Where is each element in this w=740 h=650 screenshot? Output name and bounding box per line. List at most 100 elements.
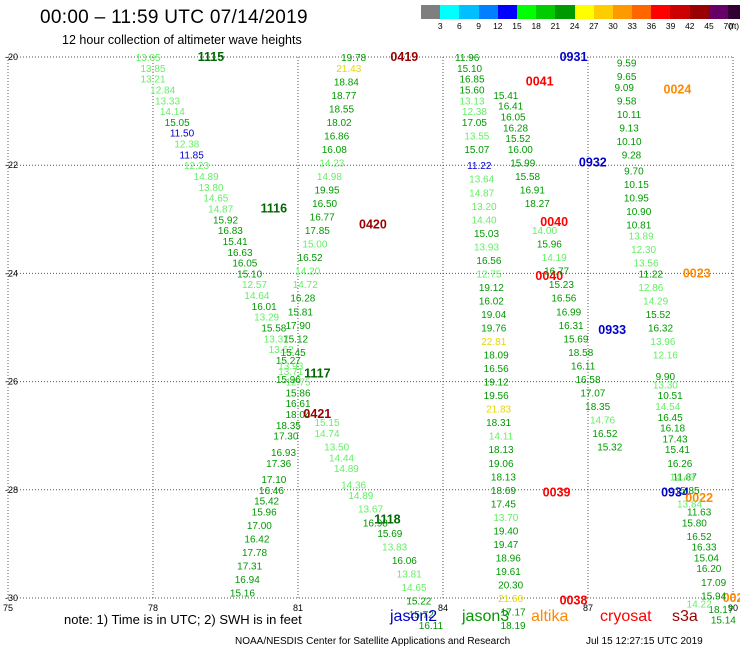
wave-height-label: 14.36 [341, 480, 366, 491]
grid-lines [7, 56, 734, 599]
wave-height-label: 18.04 [285, 410, 310, 421]
pass-id-label: 0024 [664, 82, 692, 96]
wave-height-label: 14.65 [401, 583, 426, 594]
wave-height-label: 13.89 [629, 232, 654, 243]
wave-height-label: 19.56 [484, 391, 509, 402]
wave-height-label: 15.10 [457, 64, 482, 75]
chart-title: 00:00 – 11:59 UTC 07/14/2019 [40, 7, 308, 28]
wave-height-label: 11.22 [639, 269, 664, 280]
color-scale-tick: (ft) [728, 21, 740, 31]
pass-id-label: 0023 [683, 266, 711, 280]
wave-height-label: 16.46 [259, 486, 284, 497]
wave-height-label: 16.02 [479, 296, 504, 307]
wave-height-label: 15.96 [276, 375, 301, 386]
wave-height-label: 11.85 [180, 150, 205, 161]
wave-height-label: 13.80 [198, 183, 223, 194]
wave-height-label: 15.12 [283, 334, 308, 345]
wave-height-label: 15.58 [261, 324, 286, 335]
x-tick-label: 84 [438, 603, 448, 613]
pass-id-label: 0040 [535, 269, 563, 283]
wave-height-label: 16.28 [503, 123, 528, 134]
color-scale-tick: 30 [608, 21, 618, 31]
wave-height-label: 15.45 [281, 348, 306, 359]
wave-height-label: 18.58 [568, 348, 593, 359]
wave-height-label: 13.55 [464, 131, 489, 142]
wave-height-label: 16.45 [658, 413, 683, 424]
wave-height-label: 13.29 [254, 313, 279, 324]
wave-height-label: 15.85 [675, 486, 700, 497]
wave-height-label: 13.84 [677, 499, 702, 510]
wave-height-label: 16.42 [244, 534, 269, 545]
wave-height-label: 16.11 [571, 361, 596, 372]
wave-height-label: 16.56 [476, 256, 501, 267]
color-swatch [478, 5, 498, 19]
wave-height-label: 15.27 [276, 356, 301, 367]
wave-height-label: 15.22 [406, 597, 431, 608]
wave-height-label: 10.81 [626, 221, 651, 232]
pass-id-label: 0934 [661, 486, 689, 500]
wave-height-label: 18.77 [331, 91, 356, 102]
wave-height-label: 15.96 [252, 507, 277, 518]
pass-id-label: 0421 [303, 407, 331, 421]
wave-height-label: 16.05 [501, 113, 526, 124]
wave-height-label: 16.91 [520, 186, 545, 197]
pass-id-label: 0022 [685, 491, 713, 505]
wave-height-label: 20.30 [498, 580, 523, 591]
wave-height-label: 18.09 [484, 351, 509, 362]
wave-height-label: 17.30 [273, 432, 298, 443]
y-tick-label: -30 [5, 593, 18, 603]
wave-height-label: 12.84 [150, 85, 175, 96]
wave-height-label: 13.67 [358, 505, 383, 516]
color-swatch [708, 5, 728, 19]
wave-height-label: 17.36 [266, 459, 291, 470]
wave-height-label: 9.65 [617, 72, 637, 83]
wave-height-label: 15.23 [549, 280, 574, 291]
wave-height-label: 13.93 [474, 242, 499, 253]
wave-height-label: 18.96 [496, 553, 521, 564]
color-scale-bar [421, 5, 740, 19]
wave-height-label: 12.23 [184, 161, 209, 172]
color-swatch [574, 5, 594, 19]
wave-height-label: 16.18 [660, 424, 685, 435]
wave-height-label: 11.96 [455, 53, 480, 64]
y-tick-label: -26 [5, 377, 18, 387]
wave-height-label: 16.93 [271, 448, 296, 459]
wave-height-label: 9.58 [617, 96, 637, 107]
wave-height-label: 15.69 [563, 334, 588, 345]
wave-height-label: 16.56 [484, 364, 509, 375]
color-swatch [536, 5, 556, 19]
wave-height-label: 15.15 [314, 418, 339, 429]
wave-height-label: 9.70 [624, 167, 644, 178]
color-scale-tick: 70 [723, 21, 733, 31]
wave-height-label: 19.61 [496, 567, 521, 578]
wave-height-label: 18.27 [525, 199, 550, 210]
wave-height-label: 13.21 [140, 75, 165, 86]
color-swatch [689, 5, 709, 19]
wave-height-label: 15.04 [694, 553, 719, 564]
wave-height-label: 11.87 [673, 472, 698, 483]
wave-height-label: 14.29 [643, 296, 668, 307]
wave-height-label: 14.22 [687, 599, 712, 610]
x-tick-label: 81 [293, 603, 303, 613]
wave-height-label: 14.54 [655, 402, 680, 413]
wave-height-label: 16.77 [310, 213, 335, 224]
pass-id-label: 0038 [560, 594, 588, 608]
wave-height-label: 16.31 [559, 321, 584, 332]
pass-id-label: 0419 [390, 50, 418, 64]
wave-height-label: 15.42 [254, 497, 279, 508]
wave-height-label: 14.64 [244, 291, 269, 302]
pass-id-label: 1117 [304, 366, 330, 380]
color-scale-tick: 6 [457, 21, 462, 31]
wave-height-label: 18.13 [488, 445, 513, 456]
wave-height-label: 18.55 [329, 104, 354, 115]
color-scale-tick: 45 [704, 21, 714, 31]
pass-id-label: 0931 [560, 50, 588, 64]
color-scale-tick: 36 [646, 21, 657, 31]
wave-height-label: 15.52 [505, 134, 530, 145]
wave-height-label: 16.85 [459, 75, 484, 86]
color-swatch [459, 5, 479, 19]
color-scale-tick: 15 [512, 21, 522, 31]
wave-height-label: 14.76 [590, 415, 615, 426]
pass-id-label: 0420 [359, 218, 387, 232]
wave-height-label: 19.95 [314, 186, 339, 197]
